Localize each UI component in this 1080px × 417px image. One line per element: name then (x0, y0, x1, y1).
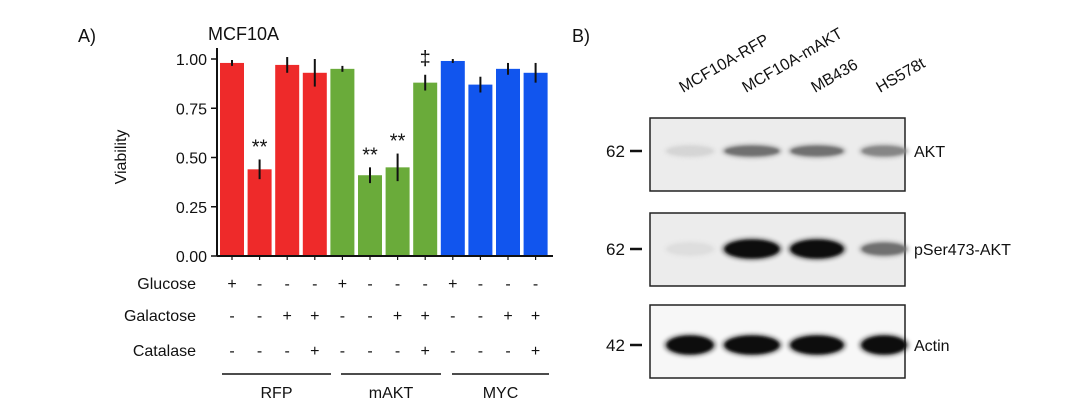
blot-band (667, 336, 713, 354)
blot-band (667, 243, 713, 255)
y-tick-label: 1.00 (176, 52, 207, 69)
condition-value: - (505, 343, 510, 360)
blot-band (862, 336, 906, 354)
condition-value: - (533, 276, 538, 293)
blot-band (791, 146, 843, 156)
condition-value: - (367, 308, 372, 325)
bar (440, 60, 465, 256)
blot-label: AKT (914, 144, 945, 161)
panel-a-label: A) (78, 26, 96, 46)
condition-value: + (393, 308, 402, 325)
group-label: mAKT (369, 385, 414, 402)
condition-value: + (531, 308, 540, 325)
blot-label: Actin (914, 338, 950, 355)
condition-value: + (531, 343, 540, 360)
significance-mark: ** (362, 144, 378, 166)
condition-value: - (229, 343, 234, 360)
group-labels: RFP mAKT MYC (222, 373, 549, 402)
condition-value: + (227, 276, 236, 293)
blot-band (862, 243, 906, 255)
condition-value: - (340, 343, 345, 360)
chart-title: MCF10A (208, 24, 279, 44)
western-blot: 62 AKT 62 pSer473-AKT 42 Actin (606, 117, 1011, 379)
significance-mark: ** (252, 136, 268, 158)
bar (385, 167, 410, 256)
blot-band (725, 336, 779, 354)
condition-value: - (505, 276, 510, 293)
bar (523, 72, 548, 256)
condition-value: + (503, 308, 512, 325)
mw-marker: 42 (606, 336, 625, 355)
significance-mark: ‡ (420, 48, 431, 70)
bar (413, 82, 438, 256)
condition-value: - (367, 343, 372, 360)
condition-value: + (338, 276, 347, 293)
lane-label: HS578t (874, 55, 929, 97)
bar-group: ** ** ** ‡ (220, 48, 548, 256)
bar (220, 62, 244, 256)
blot-band (667, 146, 713, 156)
y-tick-label: 0.75 (176, 101, 207, 118)
condition-value: + (310, 308, 319, 325)
blot-band (862, 146, 906, 156)
condition-value: - (367, 276, 372, 293)
condition-value: - (423, 276, 428, 293)
condition-value: - (478, 308, 483, 325)
condition-value: - (395, 276, 400, 293)
condition-value: - (257, 343, 262, 360)
blot-band (791, 240, 843, 258)
group-label: RFP (261, 385, 293, 402)
condition-value: - (257, 308, 262, 325)
bar (496, 68, 520, 256)
bar (302, 72, 327, 256)
condition-value: - (285, 343, 290, 360)
mw-marker: 62 (606, 240, 625, 259)
condition-value: + (421, 343, 430, 360)
bar (247, 169, 272, 256)
bar (468, 84, 493, 256)
condition-value: - (312, 276, 317, 293)
y-axis: 0.00 0.25 0.50 0.75 1.00 (176, 48, 553, 266)
condition-value: + (283, 308, 292, 325)
condition-value: - (478, 276, 483, 293)
condition-label: Glucose (137, 276, 196, 293)
y-axis-label: Viability (113, 130, 130, 185)
bar (275, 64, 300, 256)
mw-marker: 62 (606, 142, 625, 161)
condition-value: - (229, 308, 234, 325)
bar (330, 68, 355, 256)
condition-value: - (340, 308, 345, 325)
y-tick-label: 0.50 (176, 151, 207, 168)
condition-value: + (310, 343, 319, 360)
condition-value: + (421, 308, 430, 325)
condition-value: - (450, 343, 455, 360)
blot-band (725, 146, 779, 156)
condition-value: - (450, 308, 455, 325)
condition-table: Glucose + - - - + - - - + - - - Galactose - - + + - - + + - - + +… (124, 276, 540, 360)
blot-band (725, 240, 779, 258)
condition-value: - (478, 343, 483, 360)
lane-label: MB436 (809, 56, 861, 96)
bar (358, 175, 382, 256)
group-label: MYC (483, 385, 519, 402)
condition-label: Galactose (124, 308, 196, 325)
y-tick-label: 0.00 (176, 249, 207, 266)
condition-value: - (395, 343, 400, 360)
panel-b-label: B) (572, 26, 590, 46)
blot-label: pSer473-AKT (914, 242, 1011, 259)
y-tick-label: 0.25 (176, 200, 207, 217)
significance-mark: ** (390, 131, 406, 153)
condition-value: + (448, 276, 457, 293)
condition-value: - (257, 276, 262, 293)
blot-band (791, 336, 843, 354)
condition-value: - (285, 276, 290, 293)
condition-label: Catalase (133, 343, 196, 360)
